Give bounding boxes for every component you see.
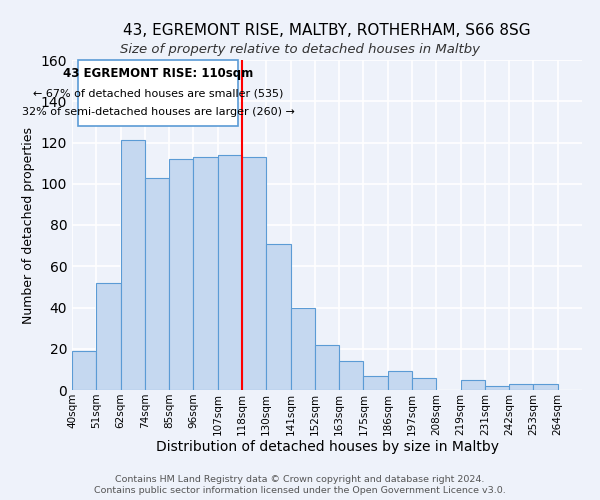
Bar [364, 376, 388, 390]
Bar [242, 157, 266, 390]
Bar [96, 283, 121, 390]
Text: Contains HM Land Registry data © Crown copyright and database right 2024.: Contains HM Land Registry data © Crown c… [115, 475, 485, 484]
Text: Size of property relative to detached houses in Maltby: Size of property relative to detached ho… [120, 42, 480, 56]
Bar [509, 384, 533, 390]
Text: Contains public sector information licensed under the Open Government Licence v3: Contains public sector information licen… [94, 486, 506, 495]
Bar [315, 344, 339, 390]
Bar [290, 308, 315, 390]
Text: 43 EGREMONT RISE: 110sqm: 43 EGREMONT RISE: 110sqm [63, 67, 253, 80]
Bar [72, 351, 96, 390]
Bar [388, 372, 412, 390]
Text: ← 67% of detached houses are smaller (535): ← 67% of detached houses are smaller (53… [33, 89, 283, 99]
FancyBboxPatch shape [78, 60, 238, 126]
Text: 32% of semi-detached houses are larger (260) →: 32% of semi-detached houses are larger (… [22, 108, 295, 118]
Bar [193, 157, 218, 390]
Bar [266, 244, 290, 390]
Bar [533, 384, 558, 390]
Bar [339, 361, 364, 390]
Y-axis label: Number of detached properties: Number of detached properties [22, 126, 35, 324]
Bar [169, 159, 193, 390]
Bar [485, 386, 509, 390]
Bar [121, 140, 145, 390]
Bar [218, 155, 242, 390]
Bar [461, 380, 485, 390]
X-axis label: Distribution of detached houses by size in Maltby: Distribution of detached houses by size … [155, 440, 499, 454]
Bar [412, 378, 436, 390]
Title: 43, EGREMONT RISE, MALTBY, ROTHERHAM, S66 8SG: 43, EGREMONT RISE, MALTBY, ROTHERHAM, S6… [123, 23, 531, 38]
Bar [145, 178, 169, 390]
